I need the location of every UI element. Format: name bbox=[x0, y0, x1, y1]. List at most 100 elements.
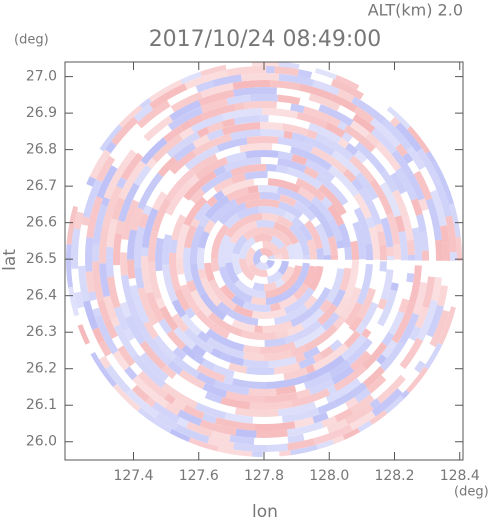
field-cell bbox=[206, 128, 224, 141]
field-cell bbox=[175, 258, 185, 275]
field-cell bbox=[260, 128, 285, 138]
field-cell bbox=[391, 189, 409, 218]
field-cell bbox=[152, 191, 168, 211]
field-cell bbox=[273, 221, 299, 245]
field-cell bbox=[148, 79, 183, 103]
field-cell bbox=[182, 404, 205, 420]
field-cell bbox=[255, 261, 270, 271]
field-cell bbox=[242, 226, 266, 241]
field-cell bbox=[291, 388, 331, 408]
field-cell bbox=[345, 142, 359, 156]
x-axis-label: lon bbox=[252, 502, 278, 521]
field-cell bbox=[302, 106, 341, 128]
field-cell bbox=[414, 360, 426, 373]
field-cell bbox=[375, 223, 384, 233]
field-cell bbox=[264, 337, 287, 347]
field-cell bbox=[400, 389, 410, 399]
field-cell bbox=[103, 159, 130, 200]
field-cell bbox=[410, 198, 423, 216]
field-cell bbox=[210, 347, 224, 359]
field-cell bbox=[337, 121, 348, 131]
field-cell bbox=[206, 195, 218, 208]
field-cell bbox=[286, 323, 305, 336]
field-cell bbox=[211, 224, 230, 259]
field-cell bbox=[406, 272, 415, 283]
field-cell bbox=[228, 362, 248, 374]
y-tick-label: 26.6 bbox=[26, 215, 57, 231]
field-cell bbox=[277, 136, 314, 153]
field-cell bbox=[92, 204, 108, 245]
field-cell bbox=[170, 100, 184, 113]
field-cell bbox=[351, 96, 387, 124]
field-cell bbox=[255, 219, 276, 229]
field-cell bbox=[249, 400, 293, 410]
field-cell bbox=[431, 276, 442, 302]
field-cell bbox=[268, 356, 297, 368]
field-cell bbox=[221, 122, 261, 136]
field-cell bbox=[445, 215, 457, 253]
y-tick-label: 27.0 bbox=[26, 69, 57, 85]
field-cell bbox=[169, 428, 191, 442]
field-cell bbox=[143, 320, 159, 340]
field-cell bbox=[220, 352, 232, 363]
field-cell bbox=[131, 353, 166, 389]
field-cell bbox=[277, 401, 317, 417]
field-cell bbox=[240, 329, 277, 341]
field-cell bbox=[85, 271, 96, 293]
field-cell bbox=[407, 254, 416, 261]
field-cell bbox=[357, 294, 374, 320]
y-tick-label: 26.4 bbox=[26, 288, 57, 304]
field-cell bbox=[239, 236, 256, 259]
field-cell bbox=[92, 307, 102, 317]
field-cell bbox=[352, 113, 376, 134]
field-cell bbox=[116, 177, 127, 189]
field-cell bbox=[274, 66, 299, 77]
field-cell bbox=[86, 196, 103, 238]
field-cell bbox=[105, 141, 117, 154]
field-cell bbox=[92, 261, 105, 302]
field-cell bbox=[186, 421, 213, 438]
field-cell bbox=[262, 212, 279, 223]
field-cell bbox=[229, 220, 258, 244]
field-cell bbox=[277, 151, 294, 161]
field-cell bbox=[197, 126, 210, 138]
field-cell bbox=[132, 375, 169, 409]
field-cell bbox=[279, 245, 290, 260]
field-cell bbox=[333, 364, 367, 392]
field-cell bbox=[169, 239, 178, 253]
field-cell bbox=[225, 390, 265, 404]
field-cell bbox=[208, 279, 237, 311]
field-cell bbox=[233, 115, 261, 125]
field-cell bbox=[349, 410, 376, 431]
field-cell bbox=[299, 83, 333, 101]
field-cell bbox=[209, 198, 238, 224]
field-cell bbox=[290, 103, 305, 114]
field-cell bbox=[174, 288, 191, 312]
field-cell bbox=[137, 172, 164, 210]
field-cell bbox=[278, 62, 300, 70]
field-cell bbox=[387, 256, 395, 261]
field-cell bbox=[200, 64, 227, 77]
field-cell bbox=[137, 370, 169, 399]
field-cell bbox=[304, 136, 335, 156]
field-cell bbox=[85, 237, 94, 272]
field-cell bbox=[312, 411, 329, 424]
field-cell bbox=[227, 309, 259, 326]
field-cell bbox=[88, 291, 97, 301]
y-tick-label: 26.5 bbox=[26, 251, 57, 267]
y-unit: (deg) bbox=[14, 33, 49, 48]
field-cell bbox=[328, 218, 343, 242]
field-cell bbox=[230, 163, 267, 177]
field-cell bbox=[252, 451, 263, 457]
field-cell bbox=[214, 417, 255, 431]
field-cell bbox=[312, 352, 323, 363]
field-cell bbox=[354, 388, 372, 403]
field-cell bbox=[246, 366, 275, 375]
field-cell bbox=[197, 268, 207, 280]
field-cell bbox=[181, 344, 198, 361]
field-cell bbox=[391, 301, 416, 344]
field-cell bbox=[303, 265, 317, 287]
field-cell bbox=[188, 114, 204, 127]
field-cell bbox=[146, 157, 158, 170]
field-cell bbox=[240, 72, 280, 82]
